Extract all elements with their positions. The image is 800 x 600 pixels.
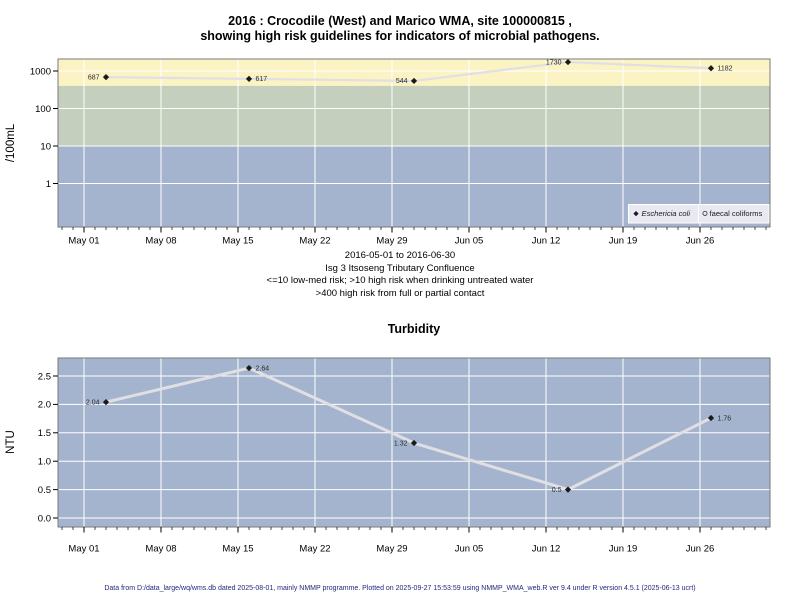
data-point <box>410 77 418 85</box>
microbial-pathogens-chart: May 01 May 08 May 15 May 22 May 29 Jun 05 Jun … <box>30 58 771 247</box>
y-axis-label-microbial: /100mL <box>5 123 17 162</box>
x-tick-label: Jun 26 <box>686 544 715 555</box>
y-tick-label: 0.5 <box>38 485 51 496</box>
y-tick-label: 1000 <box>30 66 51 77</box>
legend-label-ecoli: Eschericia coli <box>642 209 691 218</box>
legend-cell-faecal-coliforms <box>698 204 770 224</box>
x-tick-label: Jun 12 <box>532 544 561 555</box>
annotation-date-range: 2016-05-01 to 2016-06-30 <box>344 250 456 261</box>
y-tick-label: 100 <box>35 104 51 115</box>
data-point <box>564 486 572 493</box>
annotation-block: 2016-05-01 to 2016-06-30 Isg 3 Itsoseng … <box>0 250 800 300</box>
data-point <box>707 65 715 72</box>
turbidity-chart: May 01 May 08 May 15 May 22 May 29 Jun 05 Jun … <box>38 357 771 555</box>
data-point <box>245 364 253 372</box>
x-tick-label: May 22 <box>299 544 330 555</box>
data-point-label: 687 <box>88 74 100 81</box>
main-title-line1: 2016 : Crocodile (West) and Marico WMA, … <box>228 14 572 28</box>
legend: Eschericia coli faecal coliforms <box>628 204 770 224</box>
annotation-risk-guideline-2: >400 high risk from full or partial cont… <box>315 287 485 299</box>
footer-note: Data from D:/data_large/wq/wms.db dated … <box>104 585 696 592</box>
data-point-label: 1730 <box>546 59 562 66</box>
data-point-label: 0.5 <box>552 487 562 494</box>
data-point-label: 544 <box>396 78 408 85</box>
annotation-risk-guideline-1: <=10 low-med risk; >10 high risk when dr… <box>266 275 534 287</box>
x-tick-label: May 01 <box>68 236 99 247</box>
main-title: 2016 : Crocodile (West) and Marico WMA, … <box>0 14 800 44</box>
x-tick-label: May 15 <box>222 544 253 555</box>
data-point <box>707 414 715 422</box>
data-point <box>245 75 253 82</box>
y-tick-label: 1.5 <box>38 428 51 439</box>
data-point-label: 617 <box>256 76 268 83</box>
x-tick-label: May 08 <box>145 236 176 247</box>
x-tick-label: May 22 <box>299 236 330 247</box>
x-tick-label: May 08 <box>145 544 176 555</box>
y-axis-label-turbidity: NTU <box>5 430 17 454</box>
main-title-line2: showing high risk guidelines for indicat… <box>200 29 600 43</box>
x-tick-label: Jun 19 <box>609 544 638 555</box>
data-point <box>410 439 418 447</box>
risk-band <box>58 85 770 146</box>
y-tick-label: 2.5 <box>38 371 51 382</box>
x-tick-label: Jun 12 <box>532 236 561 247</box>
x-tick-label: May 15 <box>222 236 253 247</box>
y-tick-label: 1.0 <box>38 457 51 468</box>
annotation-site-name: Isg 3 Itsoseng Tributary Confluence <box>325 262 475 274</box>
y-tick-label: 0.0 <box>38 513 51 524</box>
y-tick-label: 1 <box>46 179 51 190</box>
data-point-label: 1.76 <box>718 415 732 422</box>
data-point-label: 1.32 <box>394 440 408 447</box>
x-tick-label: Jun 05 <box>455 236 484 247</box>
x-tick-label: May 29 <box>376 544 407 555</box>
x-tick-label: Jun 05 <box>455 544 484 555</box>
data-point-label: 1182 <box>718 66 733 73</box>
turbidity-title: Turbidity <box>387 322 441 336</box>
x-tick-label: May 01 <box>68 544 99 555</box>
y-tick-label: 2.0 <box>38 400 51 411</box>
y-tick-label: 10 <box>40 141 51 152</box>
data-point-label: 2.64 <box>256 365 270 372</box>
data-point-label: 2.04 <box>86 399 100 406</box>
data-point <box>564 58 572 66</box>
legend-label-faecal-coliforms: faecal coliforms <box>710 209 763 218</box>
x-tick-label: Jun 26 <box>686 236 715 247</box>
data-point <box>102 399 110 406</box>
open-circle-icon <box>702 210 708 216</box>
x-tick-label: May 29 <box>376 236 407 247</box>
data-point <box>102 74 110 81</box>
x-tick-label: Jun 19 <box>609 236 638 247</box>
filled-diamond-icon <box>633 211 639 217</box>
